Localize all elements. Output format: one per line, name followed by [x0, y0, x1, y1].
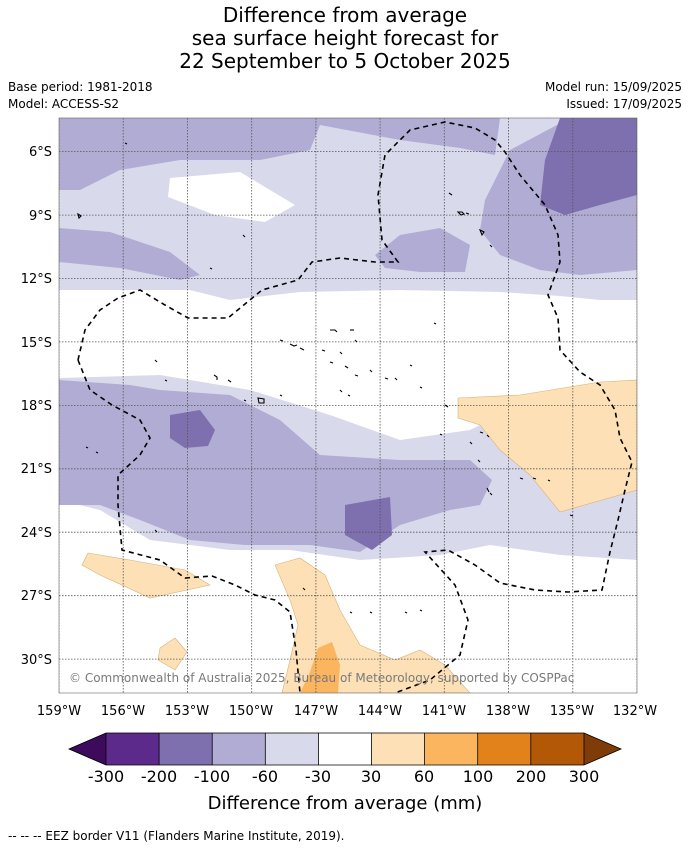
lon-label: 132°W	[613, 704, 657, 719]
positive-patch-east	[457, 379, 637, 513]
colorbar-over-arrow	[584, 733, 621, 765]
anomaly-field	[59, 118, 637, 693]
lon-label: 156°W	[101, 704, 145, 719]
copyright-notice: © Commonwealth of Australia 2025, Bureau…	[69, 671, 574, 685]
title-line-1: Difference from average	[222, 3, 468, 27]
colorbar-label: 60	[414, 767, 434, 786]
lon-label: 144°W	[358, 704, 402, 719]
lon-label: 147°W	[294, 704, 338, 719]
colorbar: -300 -200 -100 -60 -30 30 60 100 200 300…	[67, 732, 623, 814]
title-line-2: sea surface height forecast for	[191, 26, 499, 50]
colorbar-label: -100	[194, 767, 230, 786]
colorbar-bin	[265, 733, 319, 765]
lon-label: 135°W	[550, 704, 594, 719]
near-average-south	[59, 500, 637, 693]
strong-negative-northeast	[540, 118, 637, 215]
strong-negative-central	[345, 497, 392, 550]
meta-right: Model run: 15/09/2025 Issued: 17/09/2025	[545, 79, 682, 113]
model-run: Model run: 15/09/2025	[544, 80, 682, 94]
meta-left: Base period: 1981-2018 Model: ACCESS-S2	[8, 79, 153, 113]
lat-label: 24°S	[21, 526, 52, 541]
lat-label: 30°S	[21, 653, 52, 668]
graticule	[59, 118, 637, 693]
negative-patch-north-central	[375, 228, 470, 272]
longitude-labels: 159°W 156°W 153°W 150°W 147°W 144°W 141°…	[37, 704, 657, 719]
islands	[77, 142, 574, 614]
white-patch-north	[168, 172, 295, 222]
lat-label: 21°S	[21, 462, 52, 477]
colorbar-bin	[212, 733, 266, 765]
eez-border-east	[77, 121, 633, 693]
lon-label: 153°W	[165, 704, 209, 719]
colorbar-label: 30	[361, 767, 381, 786]
positive-patch-stronger	[300, 642, 340, 693]
lon-label: 141°W	[422, 704, 466, 719]
colorbar-label: 100	[463, 767, 494, 786]
lat-label: 12°S	[21, 272, 52, 287]
issued-date: Issued: 17/09/2025	[566, 97, 682, 111]
colorbar-bin	[106, 733, 160, 765]
lat-label: 6°S	[29, 145, 52, 160]
colorbar-label: -60	[252, 767, 278, 786]
negative-patch-northwest	[59, 228, 200, 280]
colorbar-label: -300	[88, 767, 124, 786]
colorbar-title: Difference from average (mm)	[208, 793, 483, 814]
lat-label: 9°S	[29, 209, 52, 224]
colorbar-under-arrow	[69, 733, 106, 765]
map-frame	[58, 117, 638, 694]
positive-patch-small	[157, 637, 188, 671]
colorbar-bin	[424, 733, 478, 765]
colorbar-labels: -300 -200 -100 -60 -30 30 60 100 200 300	[88, 767, 599, 786]
lat-label: 18°S	[21, 399, 52, 414]
lon-label: 150°W	[229, 704, 273, 719]
title-line-3: 22 September to 5 October 2025	[179, 49, 511, 73]
colorbar-bin	[371, 733, 425, 765]
colorbar-label: -30	[305, 767, 331, 786]
eez-legend-note: -- -- -- EEZ border V11 (Flanders Marine…	[8, 829, 345, 843]
colorbar-label: 300	[569, 767, 600, 786]
lon-label: 159°W	[37, 704, 81, 719]
model-name: Model: ACCESS-S2	[8, 97, 120, 111]
map-title: Difference from average sea surface heig…	[0, 4, 690, 73]
lon-label: 138°W	[486, 704, 530, 719]
colorbar-label: -200	[141, 767, 177, 786]
colorbar-dividers	[105, 733, 585, 765]
lat-label: 27°S	[21, 589, 52, 604]
positive-patch-southwest	[81, 552, 211, 599]
colorbar-bin	[159, 733, 213, 765]
strong-negative-west	[170, 410, 215, 448]
colorbar-label: 200	[516, 767, 547, 786]
base-period: Base period: 1981-2018	[8, 80, 153, 94]
negative-band-north	[59, 118, 500, 190]
colorbar-bin	[318, 733, 372, 765]
colorbar-bin	[530, 733, 584, 765]
lat-label: 15°S	[21, 336, 52, 351]
eez-border-west	[77, 359, 301, 693]
latitude-labels: 6°S 9°S 12°S 15°S 18°S 21°S 24°S 27°S 30…	[21, 145, 52, 668]
colorbar-bin	[477, 733, 531, 765]
